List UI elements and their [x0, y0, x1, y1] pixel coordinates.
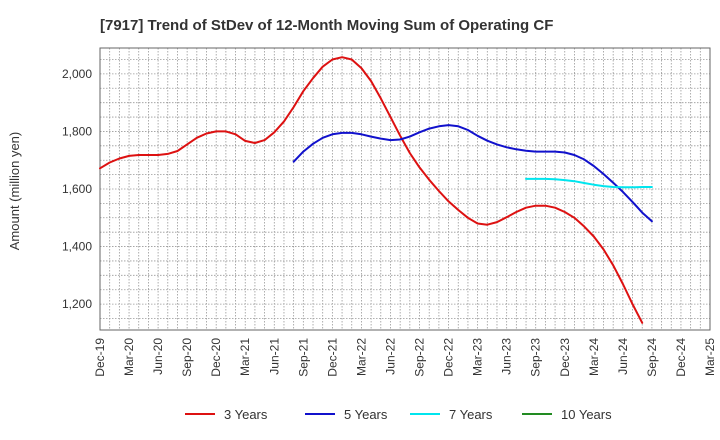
x-tick-label: Mar-21 — [238, 338, 252, 376]
chart-title: [7917] Trend of StDev of 12-Month Moving… — [100, 17, 553, 34]
y-tick-label: 1,400 — [62, 240, 92, 254]
x-tick-label: Sep-20 — [180, 338, 194, 377]
x-tick-label: Jun-22 — [383, 338, 397, 375]
legend-label-5-years: 5 Years — [344, 407, 388, 422]
y-tick-label: 2,000 — [62, 67, 92, 81]
x-tick-label: Mar-24 — [587, 338, 601, 376]
series-line-7-years — [525, 177, 653, 189]
x-tick-label: Mar-22 — [354, 338, 368, 376]
x-tick-label: Mar-23 — [471, 338, 485, 376]
x-tick-label: Dec-23 — [558, 338, 572, 377]
series-line-5-years — [292, 124, 653, 223]
x-tick-label: Dec-20 — [209, 338, 223, 377]
x-tick-label: Sep-21 — [296, 338, 310, 377]
x-tick-label: Dec-22 — [442, 338, 456, 377]
plot-frame — [99, 47, 711, 331]
x-tick-label: Mar-25 — [703, 338, 717, 376]
x-tick-label: Dec-21 — [325, 338, 339, 377]
x-tick-label: Jun-24 — [616, 338, 630, 375]
x-axis: Dec-19 Mar-20 Jun-20 Sep-20 Dec-20 Mar-21 Jun-… — [93, 338, 717, 377]
legend: 3 Years 5 Years 7 Years 10 Years — [185, 407, 612, 422]
series-line-3-years — [99, 56, 644, 324]
legend-label-10-years: 10 Years — [561, 407, 612, 422]
legend-label-7-years: 7 Years — [449, 407, 493, 422]
x-tick-label: Jun-20 — [151, 338, 165, 375]
x-tick-label: Dec-19 — [93, 338, 107, 377]
y-tick-label: 1,200 — [62, 297, 92, 311]
series-lines — [99, 56, 653, 324]
x-tick-label: Sep-24 — [645, 338, 659, 377]
x-tick-label: Dec-24 — [674, 338, 688, 377]
x-tick-label: Sep-23 — [529, 338, 543, 377]
x-tick-label: Jun-23 — [500, 338, 514, 375]
y-tick-label: 1,800 — [62, 124, 92, 138]
x-tick-label: Sep-22 — [413, 338, 427, 377]
y-axis-label: Amount (million yen) — [7, 132, 22, 251]
y-axis: 1,200 1,400 1,600 1,800 2,000 — [62, 67, 92, 311]
x-tick-label: Jun-21 — [267, 338, 281, 375]
legend-label-3-years: 3 Years — [224, 407, 268, 422]
y-tick-label: 1,600 — [62, 182, 92, 196]
x-tick-label: Mar-20 — [122, 338, 136, 376]
